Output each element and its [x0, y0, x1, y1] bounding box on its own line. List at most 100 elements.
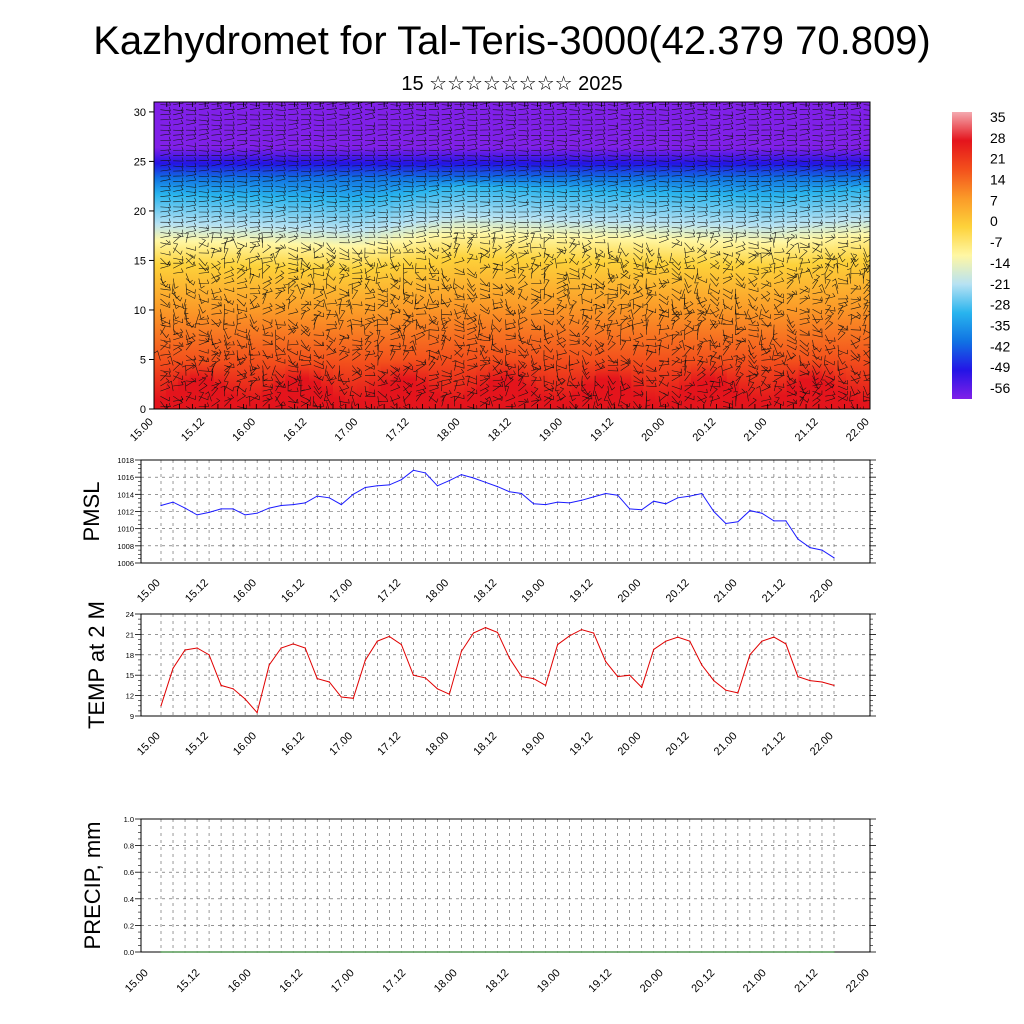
wind-barb	[658, 145, 670, 151]
wind-barb	[710, 250, 721, 256]
wind-barb	[710, 135, 721, 141]
wind-barb	[249, 191, 261, 197]
wind-barb	[710, 232, 721, 238]
wind-barb	[595, 150, 606, 156]
wind-barb	[812, 125, 823, 131]
wind-barb	[403, 178, 414, 183]
wind-barb	[825, 140, 836, 146]
wind-barb	[671, 330, 680, 341]
wind-barb	[569, 115, 580, 121]
wind-barb	[582, 261, 593, 269]
wind-barb	[543, 392, 553, 402]
wind-barb	[313, 151, 325, 156]
wind-barb	[646, 234, 657, 240]
wind-barb	[707, 283, 713, 294]
wind-barb	[837, 102, 849, 105]
wind-barb	[441, 283, 453, 290]
wind-barb	[211, 318, 222, 325]
wind-barb	[364, 406, 375, 409]
wind-barb	[607, 355, 617, 364]
wind-barb	[697, 256, 708, 264]
wind-barb	[633, 247, 644, 254]
temperature-strip	[189, 102, 203, 409]
wind-barb	[390, 177, 401, 182]
wind-barb	[837, 191, 849, 197]
wind-barb	[569, 314, 574, 325]
wind-barb	[671, 232, 683, 238]
wind-barb	[735, 198, 747, 203]
wind-barb	[633, 176, 644, 182]
wind-barb	[364, 288, 376, 295]
wind-barb	[237, 283, 248, 290]
wind-barb	[582, 211, 593, 218]
wind-barb	[607, 106, 619, 111]
wind-barb	[607, 293, 619, 300]
wind-barb	[531, 279, 542, 284]
wind-barb	[658, 192, 670, 197]
wind-barb	[288, 124, 299, 131]
wind-barb	[160, 106, 171, 112]
wind-barb	[658, 324, 670, 330]
wind-barb	[735, 171, 747, 177]
wind-barb	[556, 115, 568, 121]
wind-barb	[288, 308, 299, 315]
wind-barb	[428, 181, 440, 187]
wind-barb	[224, 166, 235, 172]
wind-barb	[543, 380, 554, 385]
wind-barb	[569, 127, 580, 132]
wind-barb	[441, 102, 452, 106]
colorbar-label: -49	[990, 359, 1010, 375]
temp-2m-point	[184, 649, 186, 651]
wind-barb	[364, 340, 372, 351]
wind-barb	[288, 218, 299, 223]
wind-barb	[825, 292, 836, 300]
wind-barb	[249, 226, 261, 233]
wind-barb	[249, 234, 261, 239]
wind-barb	[467, 145, 478, 151]
wind-barb	[220, 257, 226, 269]
wind-barb	[173, 130, 184, 136]
wind-barb	[646, 182, 657, 187]
wind-barb	[774, 172, 785, 177]
wind-barb	[441, 110, 453, 116]
x-tick-label: 22.00	[844, 416, 872, 444]
wind-barb	[773, 344, 781, 355]
wind-barb	[594, 247, 601, 259]
wind-barb	[377, 201, 388, 208]
wind-barb	[173, 126, 184, 131]
wind-barb	[594, 278, 605, 286]
wind-barb	[454, 327, 465, 332]
wind-barb	[812, 370, 819, 381]
wind-barb	[377, 226, 388, 233]
wind-barb	[505, 283, 515, 293]
wind-barb	[181, 365, 187, 376]
wind-barb	[403, 346, 414, 351]
wind-barb	[710, 262, 720, 270]
wind-barb	[722, 157, 734, 162]
wind-barb	[620, 258, 628, 269]
temperature-strip	[452, 102, 465, 409]
wind-barb	[837, 124, 849, 131]
wind-barb	[403, 147, 414, 152]
wind-barb	[594, 303, 605, 309]
wind-barb	[531, 166, 542, 172]
wind-barb	[735, 259, 745, 269]
wind-barb	[415, 331, 426, 341]
wind-barb	[684, 232, 696, 238]
wind-barb	[160, 166, 171, 172]
wind-barb	[428, 140, 440, 146]
wind-barb	[850, 334, 861, 341]
wind-barb	[812, 264, 821, 274]
wind-barb	[825, 337, 836, 342]
precip-point	[472, 951, 475, 953]
wind-barb	[825, 365, 834, 375]
wind-barb	[275, 289, 283, 300]
wind-barb	[799, 314, 811, 320]
wind-barb	[607, 213, 619, 218]
wind-barb	[821, 370, 826, 381]
wind-barb	[658, 231, 670, 238]
wind-barb	[620, 359, 631, 365]
wind-barb	[722, 257, 733, 266]
temperature-strip	[464, 102, 477, 409]
wind-barb	[505, 182, 516, 187]
